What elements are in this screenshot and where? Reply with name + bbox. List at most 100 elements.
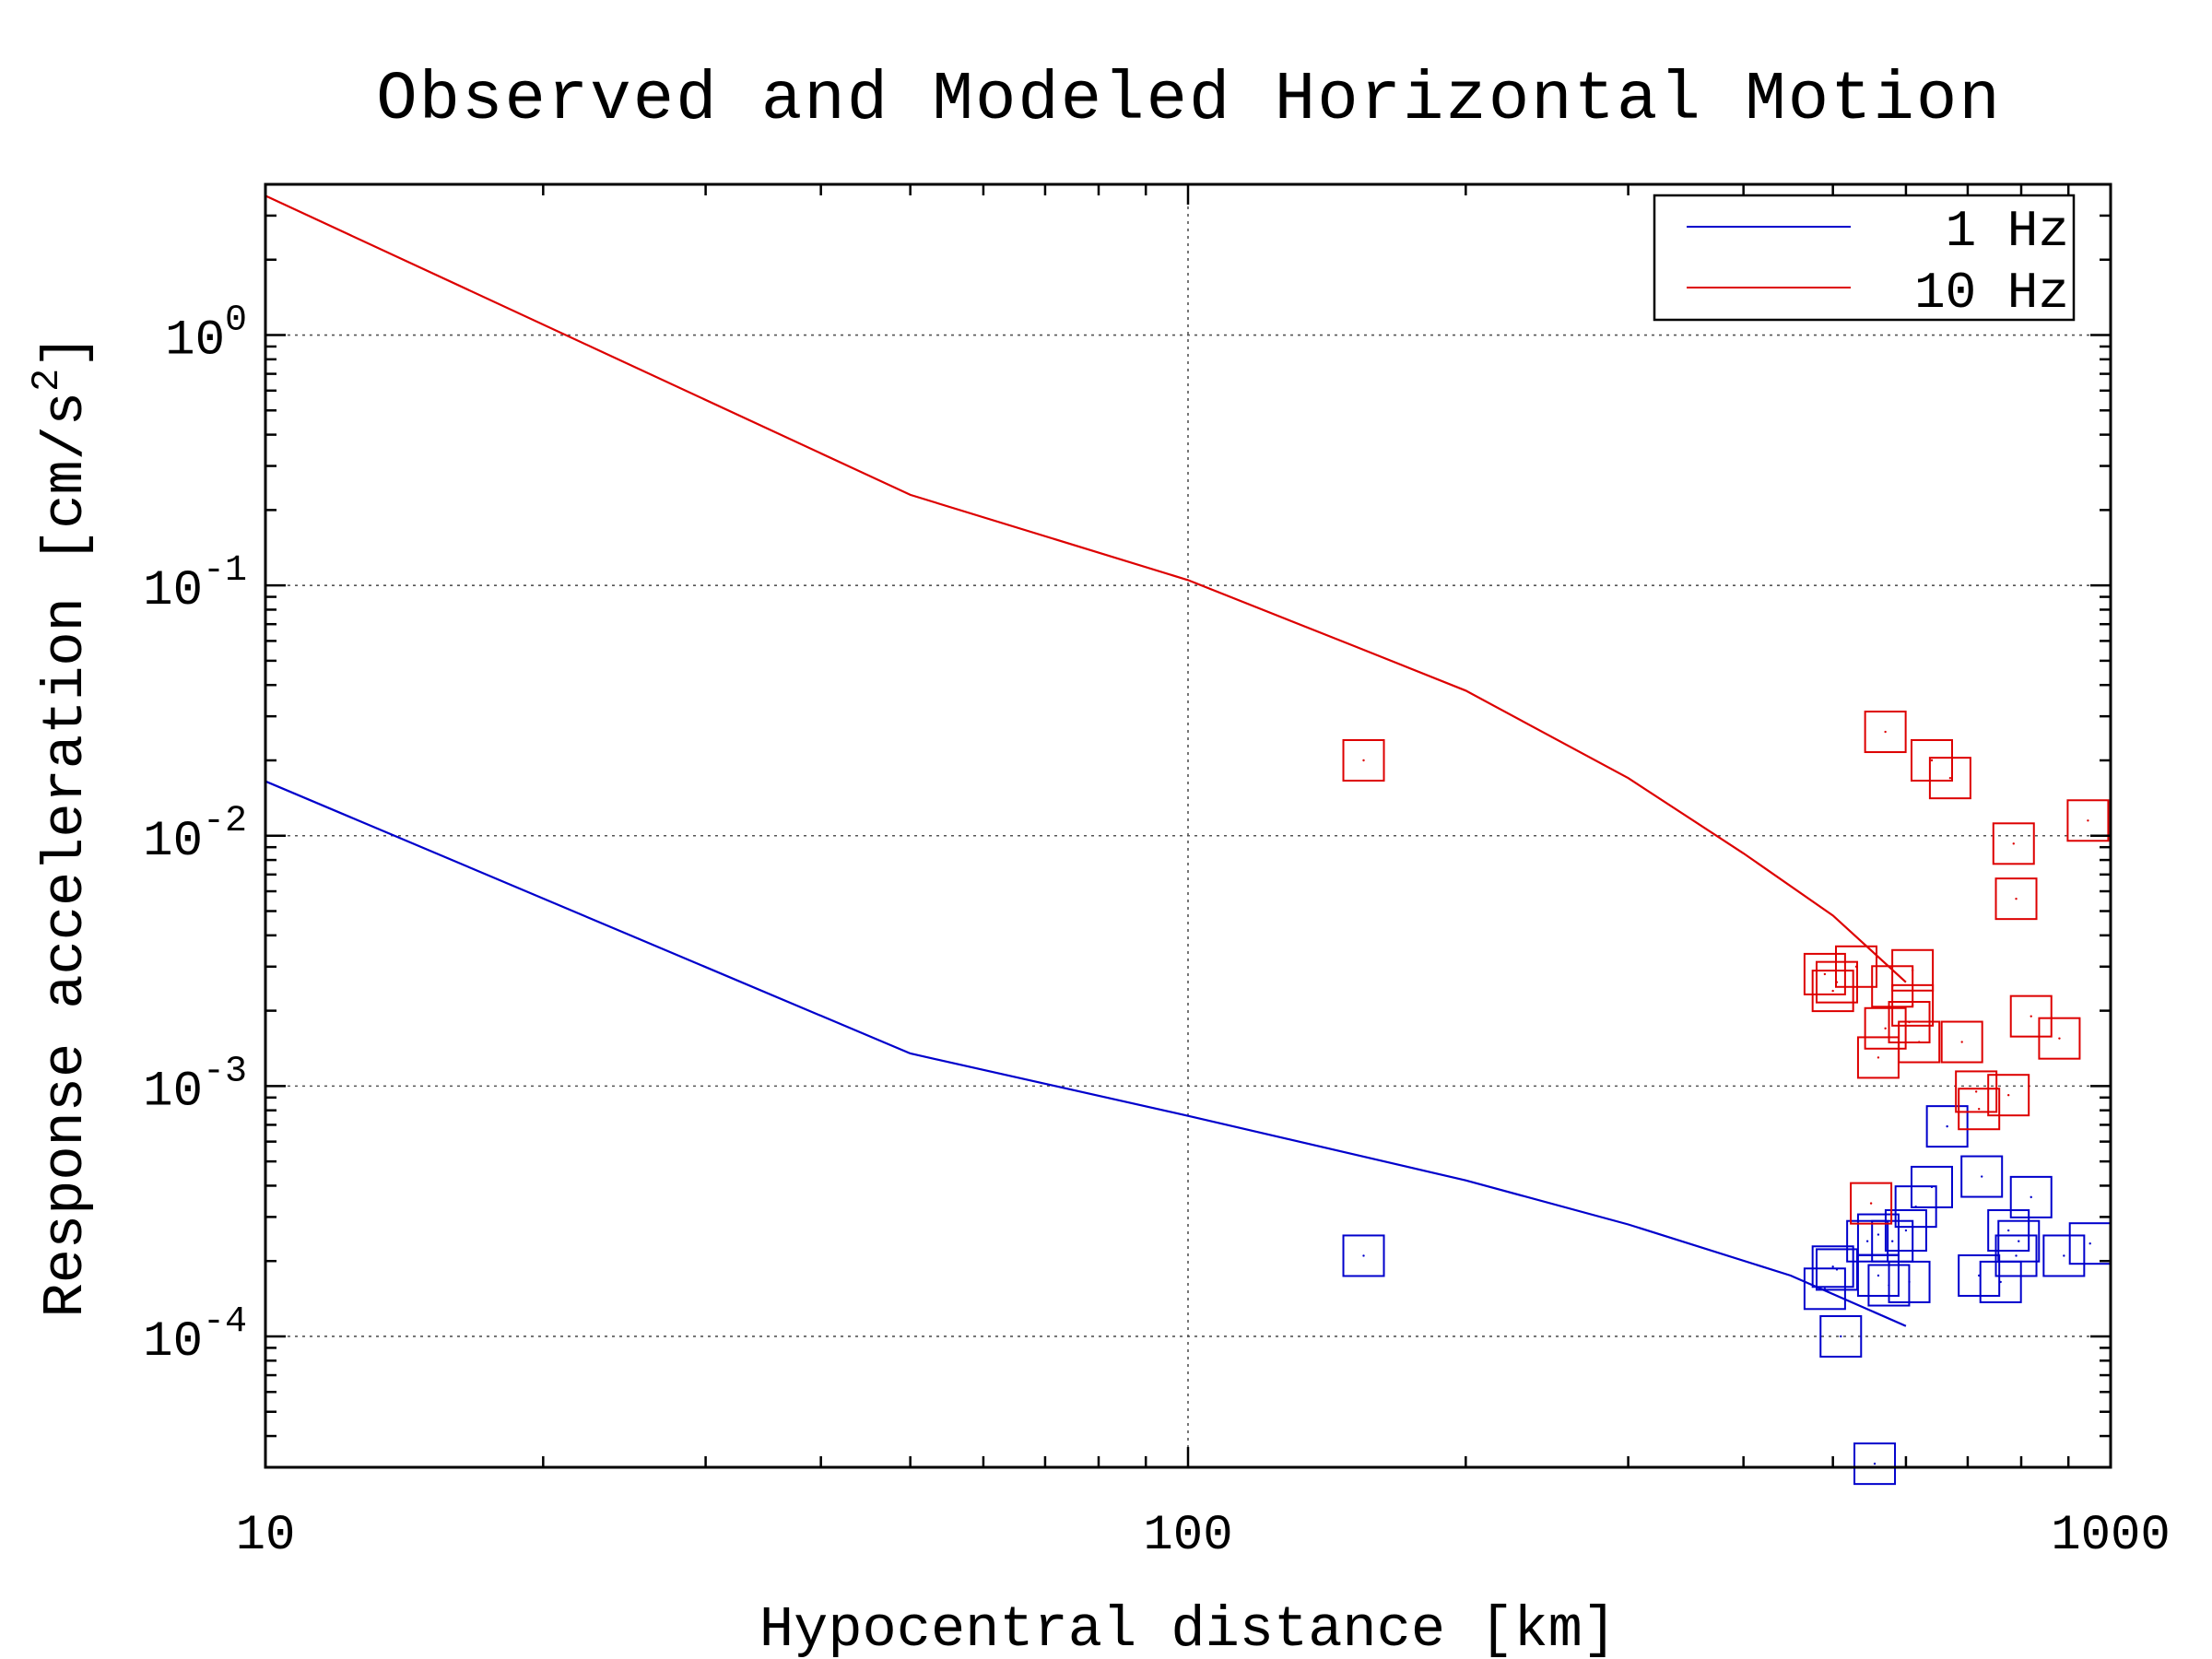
observed-point-center-10hz xyxy=(1960,1041,1963,1043)
tick-labels: 10-4 10-3 10-2 10-1 100 10 100 1000 xyxy=(143,300,2171,1564)
observed-point-center-1hz xyxy=(1840,1335,1842,1338)
observed-point-center-10hz xyxy=(1884,730,1887,734)
observed-point-center-10hz xyxy=(1917,1041,1921,1043)
x-tick-label: 100 xyxy=(1143,1508,1232,1564)
observed-point-10hz xyxy=(1992,822,2035,865)
observed-point-center-10hz xyxy=(2006,1094,2010,1097)
y-axis-label-main: Response acceleration [cm/s xyxy=(33,392,99,1318)
observed-point-10hz xyxy=(1856,1036,1900,1079)
observed-point-1hz xyxy=(1960,1155,2004,1198)
observed-point-10hz xyxy=(1864,1006,1907,1050)
y-tick-label: 10-4 xyxy=(143,1301,247,1371)
observed-point-10hz xyxy=(1811,970,1854,1013)
observed-point-1hz xyxy=(1846,1219,1889,1263)
y-axis-label-close: ] xyxy=(33,334,99,368)
observed-point-center-1hz xyxy=(1877,1233,1880,1236)
observed-point-1hz xyxy=(1979,1260,2022,1303)
observed-point-center-10hz xyxy=(1948,776,1952,780)
observed-point-10hz xyxy=(1803,952,1846,995)
y-tick-label: 10-3 xyxy=(143,1051,247,1120)
observed-point-center-10hz xyxy=(1831,989,1834,993)
observed-point-10hz xyxy=(2038,1017,2081,1060)
legend-label-10hz: 10 Hz xyxy=(1914,264,2069,323)
observed-point-10hz xyxy=(1994,877,2038,921)
observed-point-10hz xyxy=(1928,757,1971,800)
observed-point-1hz xyxy=(1856,1253,1900,1297)
observed-point-1hz xyxy=(2042,1234,2086,1277)
y-axis-label-superscript: 2 xyxy=(25,369,69,392)
y-axis-label: Response acceleration [cm/s2] xyxy=(25,334,99,1317)
observed-point-10hz xyxy=(1958,1088,2001,1131)
observed-point-center-1hz xyxy=(1980,1175,1983,1178)
observed-point-10hz xyxy=(2066,799,2110,842)
legend-box xyxy=(1653,194,2076,322)
observed-point-center-1hz xyxy=(1904,1229,1908,1232)
legend: 1 Hz 10 Hz xyxy=(1653,194,2076,323)
observed-point-center-1hz xyxy=(1831,1265,1834,1268)
observed-point-center-10hz xyxy=(1869,1202,1873,1205)
observed-point-center-1hz xyxy=(1999,1280,2002,1284)
x-tick-label: 1000 xyxy=(2051,1508,2171,1564)
observed-point-1hz xyxy=(1819,1314,1863,1358)
observed-point-center-1hz xyxy=(2088,1241,2091,1245)
chart-title: Observed and Modeled Horizontal Motion xyxy=(376,62,2001,139)
observed-point-center-1hz xyxy=(2015,1254,2018,1257)
observed-point-1hz xyxy=(1958,1253,2001,1297)
observed-point-1hz xyxy=(1894,1185,1937,1229)
observed-point-10hz xyxy=(1910,738,1953,782)
grid xyxy=(265,184,2111,1467)
observed-point-center-1hz xyxy=(2030,1195,2032,1199)
observed-point-center-1hz xyxy=(1362,1254,1365,1257)
observed-point-10hz xyxy=(1891,983,1935,1027)
observed-point-1hz xyxy=(1803,1267,1846,1311)
observed-point-center-10hz xyxy=(2058,1037,2061,1040)
observed-point-center-1hz xyxy=(1865,1240,1869,1242)
observed-point-center-10hz xyxy=(2015,897,2018,900)
observed-point-center-10hz xyxy=(1362,759,1365,762)
observed-point-center-1hz xyxy=(1946,1124,1948,1128)
observed-point-center-10hz xyxy=(1884,1027,1887,1030)
observed-point-center-1hz xyxy=(2063,1254,2065,1257)
y-tick-label: 10-2 xyxy=(143,801,247,870)
observed-point-10hz xyxy=(1955,1070,1998,1113)
observed-point-center-1hz xyxy=(1873,1462,1877,1465)
observed-point-center-10hz xyxy=(2012,842,2015,845)
observed-point-10hz xyxy=(2009,994,2053,1038)
observed-point-1hz xyxy=(2009,1175,2053,1218)
observed-point-center-1hz xyxy=(2018,1240,2020,1242)
observed-point-center-1hz xyxy=(1890,1240,1894,1242)
x-axis-label: Hypocentral distance [km] xyxy=(759,1597,1617,1659)
axis-ticks xyxy=(264,182,2112,1469)
observed-point-center-10hz xyxy=(2087,819,2089,822)
model-curve-10hz xyxy=(265,194,1907,983)
observed-point-1hz xyxy=(1867,1264,1911,1307)
observed-point-center-10hz xyxy=(1974,1090,1978,1093)
x-tick-label: 10 xyxy=(236,1508,296,1564)
observed-point-center-10hz xyxy=(1835,981,1839,983)
observed-point-1hz xyxy=(1811,1245,1854,1288)
y-tick-label: 10-1 xyxy=(143,550,247,619)
observed-point-1hz xyxy=(1925,1105,1969,1148)
observed-point-center-10hz xyxy=(1930,759,1934,762)
legend-label-1hz: 1 Hz xyxy=(1946,202,2069,261)
observed-point-10hz xyxy=(1987,1074,2030,1117)
observed-point-center-1hz xyxy=(2006,1229,2010,1232)
observed-point-1hz xyxy=(1987,1209,2030,1253)
series-layer xyxy=(265,194,2112,1486)
observed-point-10hz xyxy=(1940,1020,1983,1064)
observed-point-center-10hz xyxy=(1823,972,1827,976)
observed-point-10hz xyxy=(1864,711,1907,754)
observed-point-10hz xyxy=(1850,1182,1893,1225)
observed-point-center-1hz xyxy=(1914,1205,1917,1208)
model-curve-1hz xyxy=(265,780,1907,1327)
observed-point-center-10hz xyxy=(1977,1108,1981,1111)
observed-point-10hz xyxy=(1815,960,1858,1004)
y-tick-label: 100 xyxy=(165,300,247,370)
observed-point-center-1hz xyxy=(1888,1284,1890,1287)
observed-point-center-1hz xyxy=(1877,1274,1880,1277)
observed-point-center-1hz xyxy=(1823,1288,1827,1290)
observed-point-center-10hz xyxy=(1877,1056,1880,1059)
observed-point-center-10hz xyxy=(2030,1015,2032,1018)
observed-point-center-10hz xyxy=(1911,1004,1914,1007)
